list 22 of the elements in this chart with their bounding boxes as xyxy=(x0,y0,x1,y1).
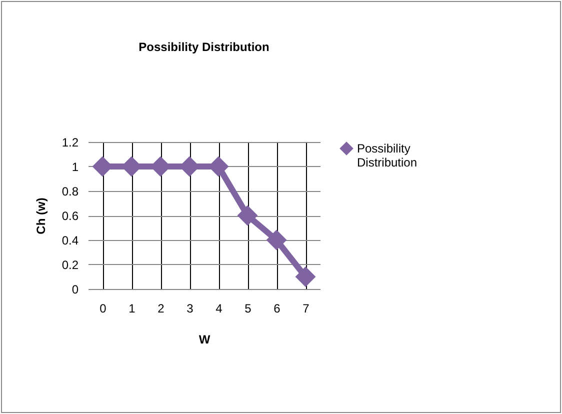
x-tick-label: 4 xyxy=(216,302,223,316)
point xyxy=(237,205,258,226)
y-tick-label: 0.8 xyxy=(62,184,79,198)
x-axis-title: W xyxy=(198,332,211,346)
x-tick-label: 6 xyxy=(274,302,281,316)
y-tick-label: 0.4 xyxy=(62,234,79,248)
y-tick-label: 0.2 xyxy=(62,258,79,272)
y-tick-label: 1.2 xyxy=(62,136,79,150)
y-tick-label: 0 xyxy=(72,282,79,296)
x-tick-label: 1 xyxy=(128,302,136,316)
x-tick-label: 3 xyxy=(186,302,194,316)
chart-title: Possibility Distribution xyxy=(138,40,270,54)
x-tick-label: 7 xyxy=(302,302,310,316)
x-tick-label: 5 xyxy=(244,302,252,316)
y-axis-title: Ch (w) xyxy=(34,198,48,234)
point xyxy=(295,266,316,287)
point xyxy=(266,230,287,250)
y-tick-label: 1 xyxy=(72,160,79,174)
legend-label: Possibility Distribution xyxy=(357,142,418,170)
y-tick-label: 0.6 xyxy=(62,209,79,223)
x-tick-label: 2 xyxy=(158,302,165,316)
x-tick-label: 0 xyxy=(100,302,107,316)
